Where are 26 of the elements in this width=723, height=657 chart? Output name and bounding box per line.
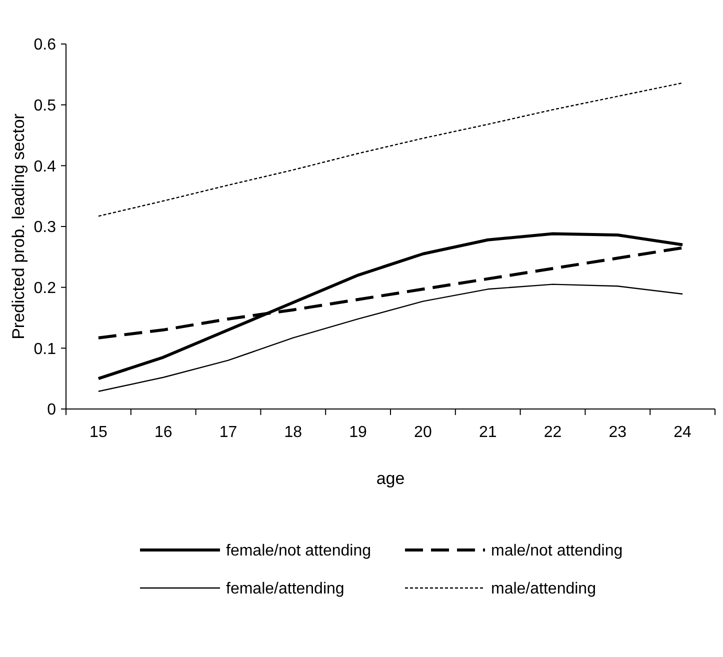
line-series [98,284,684,392]
x-tick-label: 15 [90,424,108,441]
y-tick-label: 0.5 [34,97,56,114]
x-tick-label: 22 [544,424,562,441]
legend-label: male/not attending [491,542,623,560]
x-tick-label: 19 [349,424,368,441]
x-tick-label: 20 [414,424,432,441]
y-tick-label: 0.3 [34,219,56,236]
x-tick-label: 23 [608,424,627,441]
x-tick-label: 21 [478,424,497,441]
line-series [98,82,684,217]
x-tick-label: 24 [674,424,692,441]
legend-label: female/not attending [226,542,371,560]
y-tick-label: 0.2 [34,280,56,297]
x-tick-label: 17 [219,424,238,441]
line-series [96,232,684,380]
y-tick-label: 0.1 [34,340,56,358]
legend-label: female/attending [226,580,344,598]
x-axis-title: age [376,469,405,488]
x-tick-label: 18 [284,424,302,441]
y-tick-label: 0.4 [34,158,56,176]
y-axis-title: Predicted prob. leading sector [9,113,28,340]
legend-label: male/attending [491,580,596,598]
y-tick-label: 0 [47,402,56,419]
x-tick-label: 16 [154,424,172,441]
y-tick-label: 0.6 [34,36,56,54]
